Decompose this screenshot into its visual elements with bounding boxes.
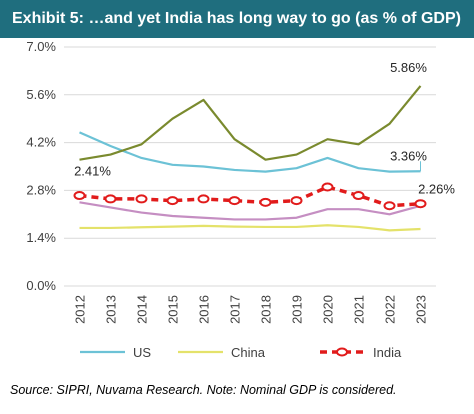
india-marker	[166, 196, 179, 206]
x-tick-label: 2022	[383, 295, 398, 324]
x-tick-label: 2014	[135, 295, 150, 324]
grid	[64, 46, 436, 287]
y-tick-label: 5.6%	[26, 87, 56, 102]
india-marker	[414, 199, 427, 209]
y-tick-label: 7.0%	[26, 39, 56, 54]
data-label-india-2012: 2.41%	[74, 164, 111, 179]
data-labels: 2.41% 5.86% 3.36% 2.26%	[74, 60, 455, 197]
x-tick-label: 2017	[228, 295, 243, 324]
india-marker	[104, 194, 117, 204]
x-tick-label: 2018	[259, 295, 274, 324]
legend-label-us: US	[133, 345, 151, 360]
legend: US China India	[80, 345, 402, 360]
x-tick-label: 2023	[414, 295, 429, 324]
series-line-unlabeled-3	[79, 201, 421, 221]
series-layer	[73, 85, 427, 232]
india-marker	[321, 182, 334, 192]
series-line-india	[79, 185, 421, 208]
india-marker	[197, 194, 210, 204]
india-marker	[135, 194, 148, 204]
india-marker	[73, 191, 86, 201]
x-tick-label: 2021	[352, 295, 367, 324]
x-tick-label: 2012	[73, 295, 88, 324]
series-line-china	[79, 224, 421, 232]
india-marker	[290, 196, 303, 206]
legend-label-india: India	[373, 345, 402, 360]
y-axis: 0.0% 1.4% 2.8% 4.2% 5.6% 7.0%	[26, 39, 56, 293]
line-chart: 0.0%1.4%2.8%4.2%5.6%7.0% 2012 2013 2014 201…	[26, 39, 455, 360]
y-tick-label: 1.4%	[26, 230, 56, 245]
y-tick-label: 4.2%	[26, 135, 56, 150]
series-line-unlabeled-0	[79, 85, 422, 161]
india-marker	[259, 197, 272, 207]
legend-label-china: China	[231, 345, 266, 360]
source-note: Source: SIPRI, Nuvama Research. Note: No…	[10, 383, 397, 397]
chart-title: Exhibit 5: …and yet India has long way t…	[0, 0, 474, 38]
series-line-us	[79, 131, 421, 173]
x-tick-label: 2015	[166, 295, 181, 324]
x-axis: 2012 2013 2014 2015 2016 2017 2018 2019 2020 2021…	[73, 295, 429, 324]
x-tick-label: 2013	[104, 295, 119, 324]
india-marker	[228, 196, 241, 206]
y-tick-label: 2.8%	[26, 182, 56, 197]
india-marker	[383, 201, 396, 211]
x-tick-label: 2019	[290, 295, 305, 324]
legend-marker-india	[336, 347, 348, 357]
data-label-olive-2023: 5.86%	[390, 60, 427, 75]
india-marker	[352, 191, 365, 201]
data-label-us-2023: 3.36%	[390, 148, 427, 163]
data-label-pink-2023: 2.26%	[418, 182, 455, 197]
x-tick-label: 2016	[197, 295, 212, 324]
x-tick-label: 2020	[321, 295, 336, 324]
y-tick-label: 0.0%	[26, 278, 56, 293]
